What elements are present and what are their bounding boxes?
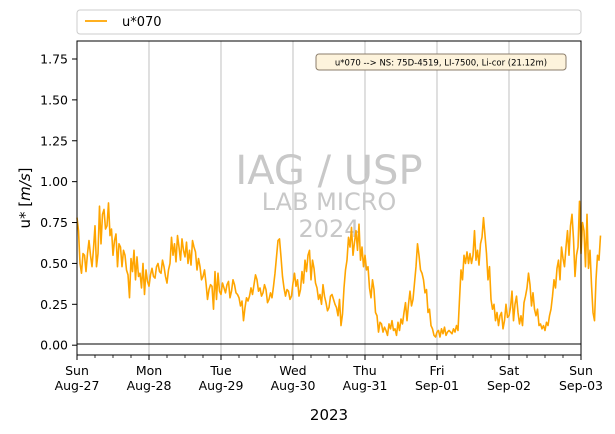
vertical-gridlines — [148, 41, 510, 355]
y-axis-title-unit: m/s — [16, 173, 34, 201]
series-line-u070 — [76, 200, 602, 338]
y-tick-label: 0.75 — [40, 215, 68, 230]
x-axis-ticks: SunAug-27MonAug-28TueAug-29WedAug-30ThuA… — [55, 355, 603, 393]
x-tick-date: Aug-29 — [199, 378, 244, 393]
y-tick-label: 1.00 — [40, 174, 68, 189]
annotation-background — [315, 53, 567, 71]
x-tick-day: Fri — [430, 363, 445, 378]
y-tick-label: 0.50 — [40, 256, 68, 271]
legend: u*070 — [76, 9, 582, 35]
annotation-box: u*070 --> NS: 75D-4519, LI-7500, Li-cor … — [315, 53, 567, 71]
x-tick-day: Tue — [209, 363, 232, 378]
x-tick-day: Sun — [65, 363, 89, 378]
x-tick-date: Sep-01 — [415, 378, 459, 393]
x-tick-date: Sep-03 — [559, 378, 603, 393]
x-axis-title: 2023 — [310, 406, 348, 424]
x-tick-date: Aug-31 — [343, 378, 388, 393]
x-tick-date: Aug-27 — [55, 378, 100, 393]
y-axis-ticks: 0.00 0.25 0.50 0.75 1.00 1.25 1.50 1.75 — [40, 51, 77, 353]
y-axis-title-close: ] — [16, 168, 34, 174]
x-tick-day: Sun — [569, 363, 593, 378]
x-tick-date: Aug-28 — [127, 378, 172, 393]
legend-label-u070: u*070 — [122, 15, 162, 30]
y-tick-label: 1.25 — [40, 133, 68, 148]
x-tick-date: Sep-02 — [487, 378, 531, 393]
y-axis-title: u* [m/s] — [16, 168, 34, 229]
x-tick-day: Mon — [136, 363, 162, 378]
y-tick-label: 0.00 — [40, 338, 68, 353]
y-axis-title-main: u* [ — [16, 201, 34, 229]
annotation-text: u*070 --> NS: 75D-4519, LI-7500, Li-cor … — [335, 59, 547, 69]
y-tick-label: 1.50 — [40, 92, 68, 107]
watermark-line-2: LAB MICRO — [262, 188, 397, 216]
plot-area: IAG / USP LAB MICRO 2024 u*070 --> NS: 7… — [40, 40, 603, 393]
x-tick-day: Thu — [352, 363, 376, 378]
watermark: IAG / USP LAB MICRO 2024 — [235, 148, 422, 243]
y-tick-label: 1.75 — [40, 51, 68, 66]
x-tick-date: Aug-30 — [271, 378, 316, 393]
y-tick-label: 0.25 — [40, 297, 68, 312]
x-tick-day: Wed — [279, 363, 306, 378]
watermark-line-1: IAG / USP — [235, 148, 422, 194]
x-tick-day: Sat — [499, 363, 520, 378]
legend-box — [76, 9, 582, 35]
